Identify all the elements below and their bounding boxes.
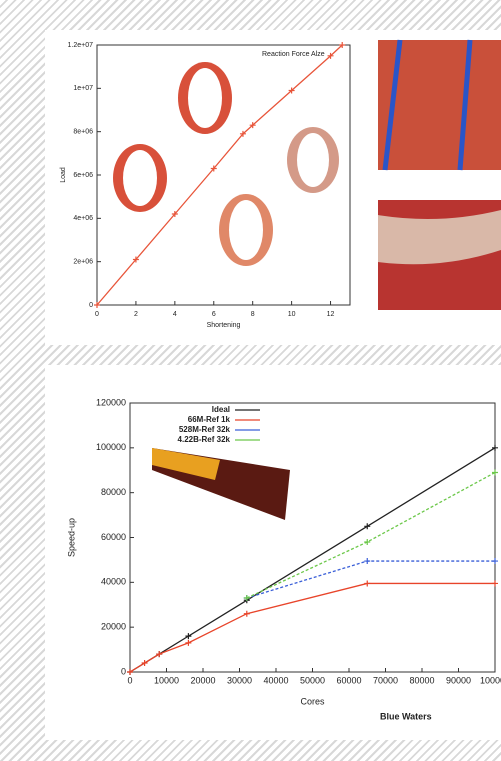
marker (327, 52, 334, 59)
y-tick-label: 1.2e+07 (68, 42, 94, 49)
x-tick-label: 40000 (263, 675, 288, 685)
y-tick-label: 4e+06 (73, 215, 93, 222)
marker (492, 469, 498, 476)
x-tick-label: 6 (212, 311, 216, 318)
y-tick-label: 20000 (101, 622, 126, 632)
marker (492, 444, 498, 451)
marker (127, 669, 133, 675)
y-tick-label: 100000 (96, 442, 126, 452)
legend-label: 528M-Ref 32k (179, 425, 231, 434)
cylinder (188, 68, 222, 128)
legend-label: 4.22B-Ref 32k (178, 435, 231, 444)
legend-label: Ideal (212, 405, 230, 414)
legend-label: 66M-Ref 1k (188, 415, 231, 424)
cylinders (113, 62, 339, 266)
marker (364, 558, 371, 565)
marker (132, 256, 139, 263)
x-tick-label: 20000 (190, 675, 215, 685)
marker (492, 580, 498, 587)
y-tick-label: 60000 (101, 532, 126, 542)
x-tick-label: 4 (173, 311, 177, 318)
annotation: Reaction Force Alze (262, 51, 325, 58)
x-tick-label: 10000 (154, 675, 179, 685)
y-tick-label: 8e+06 (73, 129, 93, 136)
marker (185, 639, 192, 646)
y-tick-label: 2e+06 (73, 259, 93, 266)
panel-bottom (45, 365, 501, 740)
marker (339, 42, 346, 48)
marker (492, 558, 498, 565)
y-axis-label: Load (60, 167, 67, 183)
marker (243, 595, 250, 602)
x-axis-label: Shortening (207, 322, 241, 329)
marker (364, 580, 371, 587)
y-tick-label: 0 (89, 302, 93, 309)
marker (156, 651, 163, 658)
marker (364, 538, 371, 545)
x-tick-label: 90000 (446, 675, 471, 685)
y-tick-label: 0 (121, 666, 126, 676)
marker (185, 633, 192, 640)
x-tick-label: 2 (134, 311, 138, 318)
marker (243, 610, 250, 617)
cylinder (123, 150, 157, 206)
x-tick-label: 10 (288, 311, 296, 318)
marker (210, 165, 217, 172)
x-tick-label: 30000 (227, 675, 252, 685)
render-stripe (457, 39, 473, 171)
y-tick-label: 1e+07 (73, 85, 93, 92)
x-tick-label: 8 (251, 311, 255, 318)
render-stripe (382, 39, 403, 171)
x-axis-label: Cores (300, 696, 325, 706)
x-tick-label: 70000 (373, 675, 398, 685)
inset-render (152, 448, 220, 480)
x-tick-label: 0 (95, 311, 99, 318)
y-tick-label: 6e+06 (73, 172, 93, 179)
cylinder (229, 200, 263, 260)
y-tick-label: 80000 (101, 487, 126, 497)
marker (239, 130, 246, 137)
marker (249, 122, 256, 129)
x-tick-label: 0 (127, 675, 132, 685)
y-tick-label: 120000 (96, 397, 126, 407)
cylinder (297, 133, 329, 187)
marker (364, 523, 371, 530)
y-tick-label: 40000 (101, 577, 126, 587)
x-tick-label: 100000 (480, 675, 501, 685)
render-shape (378, 210, 501, 265)
y-axis-label: Speed-up (66, 518, 76, 557)
x-tick-label: 50000 (300, 675, 325, 685)
x-tick-label: 12 (327, 311, 335, 318)
x-tick-label: 60000 (336, 675, 361, 685)
marker (288, 87, 295, 94)
marker (94, 302, 100, 308)
marker (171, 211, 178, 217)
marker (141, 660, 148, 667)
annotation: Blue Waters (380, 711, 432, 721)
x-tick-label: 80000 (409, 675, 434, 685)
